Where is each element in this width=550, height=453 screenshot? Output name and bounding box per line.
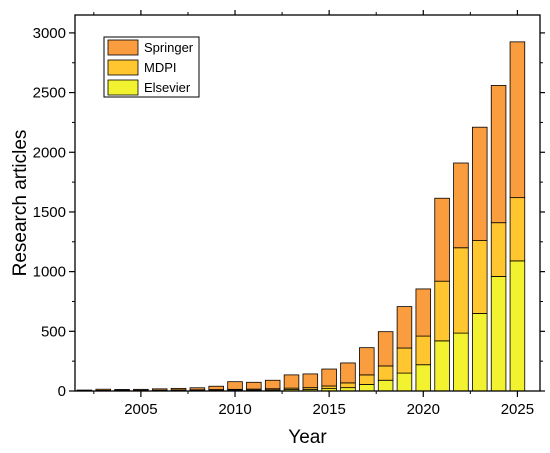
bar-springer-2003 — [95, 388, 111, 391]
legend-label-springer: Springer — [144, 40, 194, 55]
y-tick-label: 3000 — [33, 25, 66, 42]
y-axis-title: Research articles — [10, 130, 31, 277]
bar-springer-2012 — [264, 379, 281, 390]
bar-mdpi-2025 — [509, 197, 526, 262]
x-axis-title: Year — [288, 427, 327, 448]
bar-mdpi-2023 — [472, 240, 488, 314]
bar-springer-2015 — [321, 368, 337, 387]
bar-springer-2011 — [246, 381, 262, 390]
y-tick-label: 1000 — [33, 264, 66, 281]
bar-mdpi-2018 — [377, 365, 394, 381]
bar-mdpi-2017 — [359, 374, 375, 385]
tick-labels: 0 500 1000 1500 2000 2500 3000 2005 2010 2015 2020… — [33, 25, 534, 418]
bar-springer-2022 — [453, 162, 469, 249]
y-tick-label: 1500 — [33, 204, 66, 221]
bar-springer-2008 — [189, 387, 206, 391]
bar-springer-2010 — [227, 381, 243, 390]
bar-mdpi-2022 — [453, 247, 469, 334]
bar-elsevier-2017 — [359, 384, 375, 392]
bar-elsevier-2021 — [434, 340, 450, 392]
x-tick-label: 2025 — [501, 401, 534, 418]
bar-springer-2017 — [359, 347, 375, 376]
bar-springer-2004 — [114, 389, 130, 391]
axis-ticks — [69, 10, 545, 397]
bar-springer-2018 — [377, 331, 394, 367]
bars-layer — [76, 41, 526, 392]
bar-springer-2007 — [170, 387, 187, 391]
bar-elsevier-2025 — [509, 260, 526, 392]
bar-springer-2005 — [133, 388, 149, 391]
bar-springer-2014 — [302, 373, 319, 389]
bar-springer-2024 — [490, 85, 507, 224]
x-tick-label: 2020 — [407, 401, 440, 418]
bar-springer-2021 — [434, 197, 450, 282]
bar-mdpi-2016 — [340, 382, 356, 389]
bar-elsevier-2022 — [453, 332, 469, 392]
legend-swatch-springer — [107, 39, 139, 56]
bar-mdpi-2019 — [396, 347, 413, 374]
bar-elsevier-2020 — [415, 364, 432, 392]
x-tick-label: 2010 — [218, 401, 251, 418]
x-tick-label: 2015 — [312, 401, 345, 418]
bar-springer-2023 — [472, 126, 488, 241]
legend-swatch-mdpi — [107, 59, 139, 76]
legend-swatch-elsevier — [107, 79, 139, 96]
bar-springer-2025 — [509, 41, 526, 199]
y-tick-label: 0 — [58, 383, 66, 400]
legend-label-elsevier: Elsevier — [144, 80, 191, 95]
bar-springer-2016 — [340, 362, 356, 384]
bar-springer-2009 — [208, 385, 224, 390]
bar-mdpi-2020 — [415, 335, 432, 366]
bar-mdpi-2024 — [490, 222, 507, 277]
bar-elsevier-2023 — [472, 313, 488, 392]
bar-elsevier-2019 — [396, 372, 413, 392]
y-tick-label: 2000 — [33, 144, 66, 161]
legend: Springer MDPI Elsevier — [103, 36, 200, 98]
bar-elsevier-2018 — [377, 379, 394, 392]
y-tick-label: 500 — [41, 323, 66, 340]
legend-label-mdpi: MDPI — [144, 60, 177, 75]
plot-frame — [74, 14, 541, 392]
bar-mdpi-2021 — [434, 280, 450, 342]
x-tick-label: 2005 — [124, 401, 157, 418]
bar-springer-2013 — [283, 374, 300, 389]
bar-elsevier-2024 — [490, 276, 507, 392]
y-tick-label: 2500 — [33, 85, 66, 102]
bar-springer-2020 — [415, 288, 432, 337]
bar-springer-2006 — [151, 388, 168, 391]
bar-springer-2019 — [396, 306, 413, 349]
